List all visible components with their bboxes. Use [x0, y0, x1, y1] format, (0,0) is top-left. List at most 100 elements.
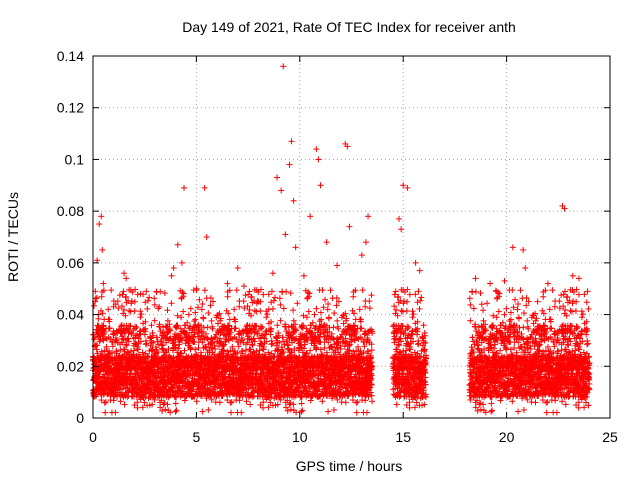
band-point — [233, 287, 240, 294]
band-point — [109, 349, 116, 356]
band-point — [134, 399, 141, 406]
band-point — [101, 399, 108, 406]
band-point — [327, 287, 334, 294]
band-point — [362, 303, 369, 310]
band-point — [124, 393, 131, 400]
band-point — [137, 314, 144, 321]
band-point — [178, 314, 185, 321]
band-point — [133, 324, 140, 331]
band-point — [144, 305, 151, 312]
band-point — [134, 404, 141, 411]
band-point — [145, 297, 152, 304]
band-point — [342, 399, 349, 406]
band-point — [139, 404, 146, 411]
band-point — [260, 404, 267, 411]
band-point — [157, 288, 164, 295]
band-point — [134, 291, 141, 298]
band-point — [406, 399, 413, 406]
band-point — [264, 311, 271, 318]
band-point — [359, 287, 366, 294]
band-point — [200, 315, 207, 322]
band-point — [90, 302, 97, 309]
band-point — [466, 295, 473, 302]
band-point — [147, 342, 154, 349]
band-point — [114, 298, 121, 305]
band-point — [405, 324, 412, 331]
band-point — [173, 407, 180, 414]
band-point — [472, 288, 479, 295]
band-point — [231, 306, 238, 313]
band-point — [196, 296, 203, 303]
band-point — [300, 312, 307, 319]
band-point — [160, 346, 167, 353]
band-point — [180, 308, 187, 315]
band-point — [368, 292, 375, 299]
band-point — [128, 298, 135, 305]
band-point — [287, 290, 294, 297]
band-point — [108, 287, 115, 294]
band-point — [127, 308, 134, 315]
band-point — [238, 409, 245, 416]
band-point — [137, 308, 144, 315]
band-point — [142, 318, 149, 325]
band-point — [106, 325, 113, 332]
band-point — [112, 409, 119, 416]
band-point — [93, 391, 100, 398]
band-point — [313, 305, 320, 312]
band-point — [109, 343, 116, 350]
band-point — [240, 298, 247, 305]
band-point — [251, 307, 258, 314]
data-points — [89, 63, 593, 416]
band-point — [121, 401, 128, 408]
band-point — [392, 288, 399, 295]
band-point — [356, 306, 363, 313]
band-point — [330, 406, 337, 413]
band-point — [368, 347, 375, 354]
band-point — [322, 296, 329, 303]
band-point — [337, 345, 344, 352]
band-point — [199, 301, 206, 308]
band-point — [151, 295, 158, 302]
band-point — [106, 318, 113, 325]
band-point — [113, 393, 120, 400]
band-point — [276, 295, 283, 302]
band-point — [141, 399, 148, 406]
band-point — [358, 325, 365, 332]
band-point — [416, 305, 423, 312]
band-point — [128, 330, 135, 337]
band-point — [268, 299, 275, 306]
band-point — [366, 298, 373, 305]
band-point — [409, 314, 416, 321]
band-point — [318, 316, 325, 323]
band-point — [205, 310, 212, 317]
band-point — [172, 408, 179, 415]
band-point — [265, 291, 272, 298]
band-point — [199, 408, 206, 415]
band-point — [331, 310, 338, 317]
band-point — [317, 309, 324, 316]
band-point — [132, 325, 139, 332]
band-point — [106, 347, 113, 354]
band-point — [187, 305, 194, 312]
band-point — [139, 349, 146, 356]
band-point — [325, 315, 332, 322]
band-point — [143, 288, 150, 295]
band-point — [205, 406, 212, 413]
band-point — [414, 299, 421, 306]
band-point — [216, 399, 223, 406]
band-point — [287, 400, 294, 407]
band-point — [131, 307, 138, 314]
band-point — [409, 308, 416, 315]
band-point — [290, 401, 297, 408]
band-point — [123, 341, 130, 348]
band-point — [119, 291, 126, 298]
band-point — [191, 318, 198, 325]
band-point — [260, 399, 267, 406]
band-point — [142, 299, 149, 306]
band-point — [107, 336, 114, 343]
band-point — [277, 301, 284, 308]
band-point — [185, 311, 192, 318]
band-point — [92, 295, 99, 302]
band-point — [99, 310, 106, 317]
